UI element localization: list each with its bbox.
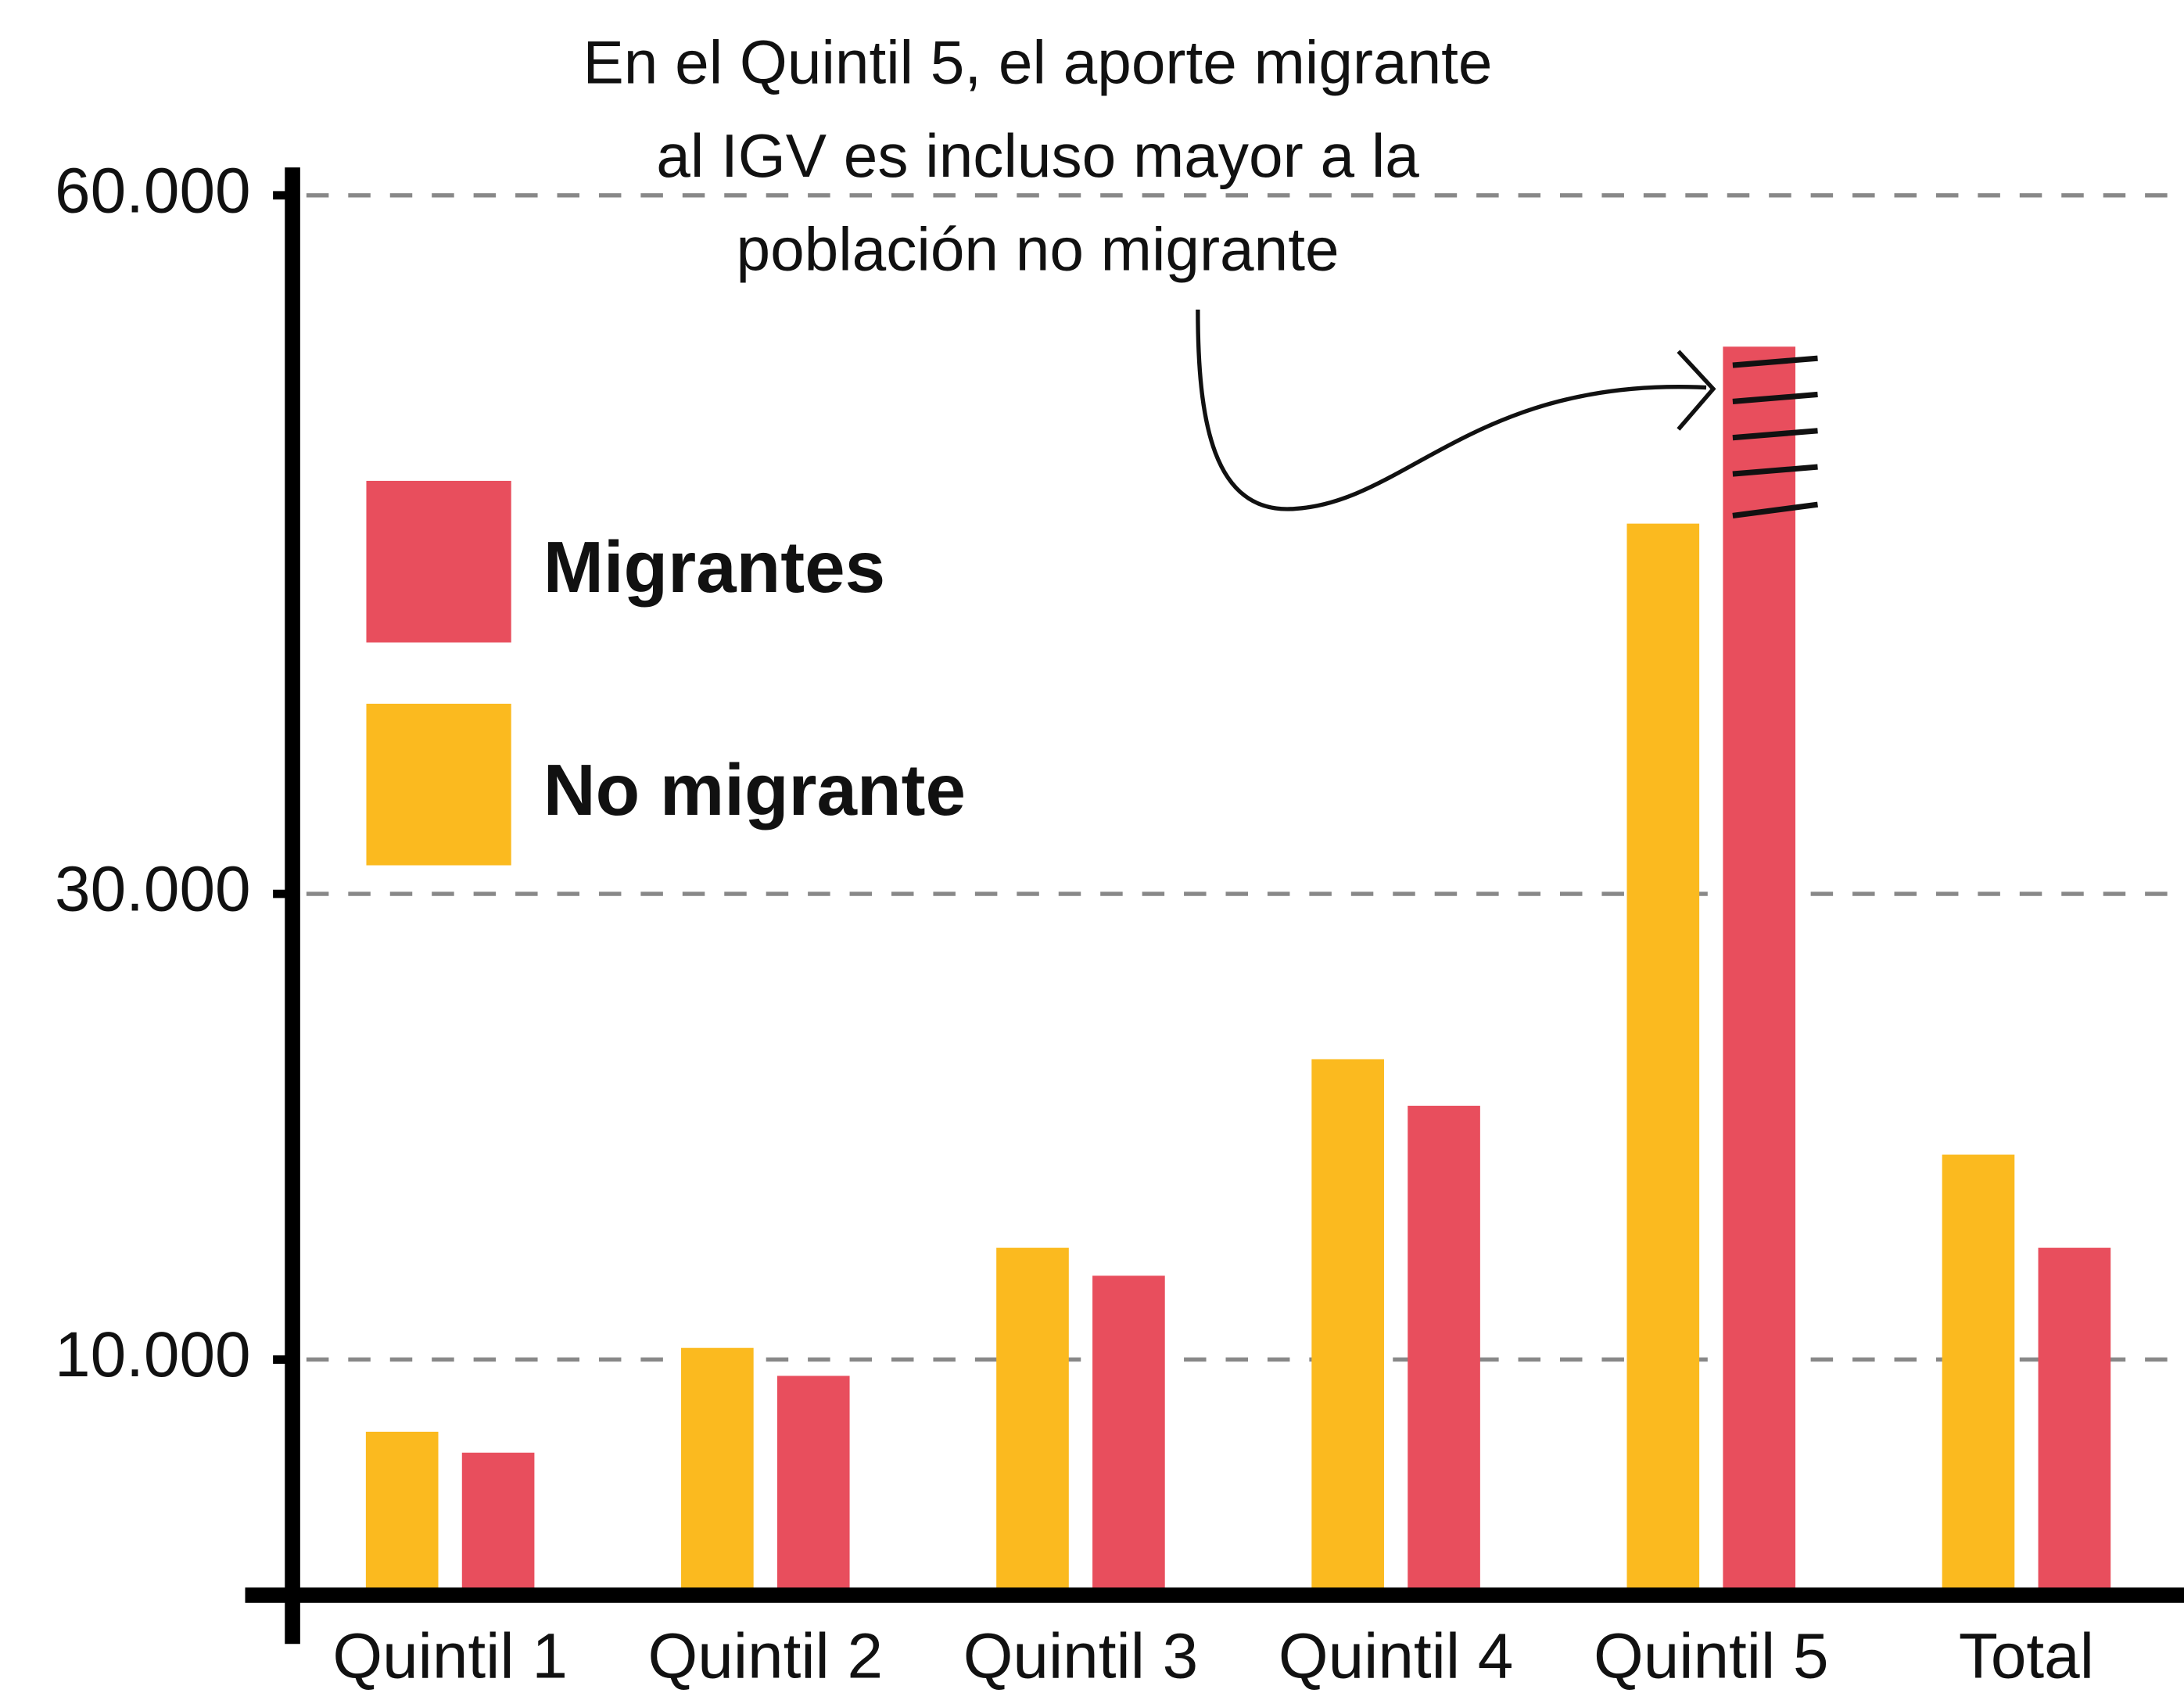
bar <box>1311 1059 1384 1593</box>
legend-label: No migrante <box>543 749 966 830</box>
y-tick-label: 60.000 <box>55 155 251 226</box>
annotation: En el Quintil 5, el aporte migrante <box>583 28 1493 97</box>
x-tick-label: Quintil 2 <box>648 1620 884 1691</box>
legend: Migrantes No migrante <box>366 480 966 866</box>
grid <box>306 193 2184 1362</box>
bar <box>996 1247 1069 1593</box>
bar <box>1942 1154 2015 1593</box>
x-tick-label: Total <box>1959 1620 2094 1691</box>
annotation-arrow <box>1196 309 1716 511</box>
bar <box>1626 523 1700 1593</box>
annotation: al IGV es incluso mayor a la <box>656 121 1419 190</box>
bar <box>681 1347 754 1593</box>
legend-swatch <box>366 480 511 643</box>
x-tick-label: Quintil 1 <box>332 1620 568 1691</box>
bar <box>2038 1247 2111 1593</box>
bars <box>365 346 2111 1593</box>
y-tick-label: 10.000 <box>55 1319 251 1390</box>
bar <box>776 1376 850 1593</box>
hatch <box>1732 355 1818 518</box>
bar <box>1092 1275 1165 1593</box>
annotation: población no migrante <box>737 214 1339 283</box>
bar <box>461 1452 535 1593</box>
bar <box>1408 1106 1480 1593</box>
y-tick-label: 30.000 <box>55 854 251 925</box>
bar <box>365 1431 439 1593</box>
x-tick-label: Quintil 3 <box>963 1620 1199 1691</box>
bar <box>1723 346 1796 1593</box>
legend-swatch <box>366 703 511 866</box>
x-tick-label: Quintil 4 <box>1278 1620 1514 1691</box>
x-tick-label: Quintil 5 <box>1594 1620 1829 1691</box>
legend-label: Migrantes <box>543 526 885 608</box>
